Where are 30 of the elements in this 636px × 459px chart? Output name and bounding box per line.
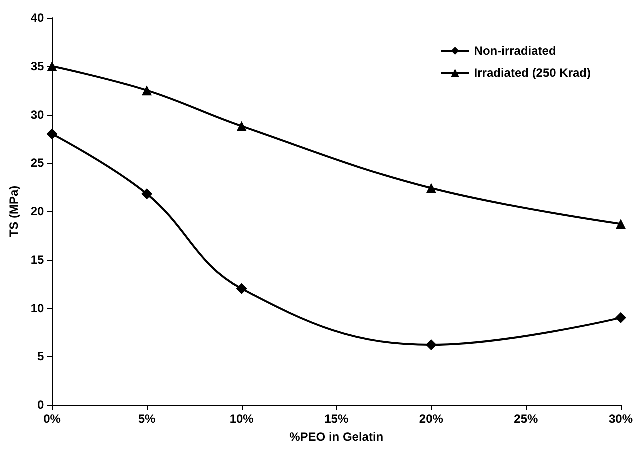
- point: [426, 340, 437, 351]
- y-tick-label: 35: [30, 59, 45, 74]
- legend-label: Non-irradiated: [474, 44, 556, 58]
- point: [236, 283, 248, 294]
- x-tick-label: 0%: [44, 412, 62, 426]
- y-tick-label: 10: [30, 301, 45, 316]
- point: [615, 312, 626, 324]
- point: [616, 219, 626, 230]
- x-tick-label: 15%: [324, 412, 349, 426]
- x-tick-label: 30%: [608, 412, 634, 426]
- point: [426, 183, 436, 194]
- point: [236, 121, 247, 132]
- x-axis-title: %PEO in Gelatin: [290, 430, 384, 444]
- point: [142, 86, 152, 96]
- x-tick-label: 20%: [419, 412, 444, 426]
- x-tick-label: 5%: [138, 412, 156, 426]
- x-tick-label: 10%: [230, 412, 254, 426]
- y-tick-label: 5: [38, 350, 45, 364]
- y-tick-label: 20: [30, 204, 45, 218]
- y-axis-title: TS (MPa): [7, 186, 21, 238]
- point: [142, 188, 153, 200]
- y-tick-label: 15: [30, 252, 45, 267]
- y-tick-label: 25: [30, 156, 45, 170]
- y-tick-label: 0: [38, 398, 45, 412]
- point: [47, 61, 58, 72]
- x-tick-label: 25%: [514, 412, 539, 426]
- point: [46, 128, 58, 140]
- y-tick-label: 30: [30, 108, 45, 122]
- legend-label: Irradiated (250 Krad): [474, 66, 592, 80]
- y-tick-label: 40: [30, 11, 45, 25]
